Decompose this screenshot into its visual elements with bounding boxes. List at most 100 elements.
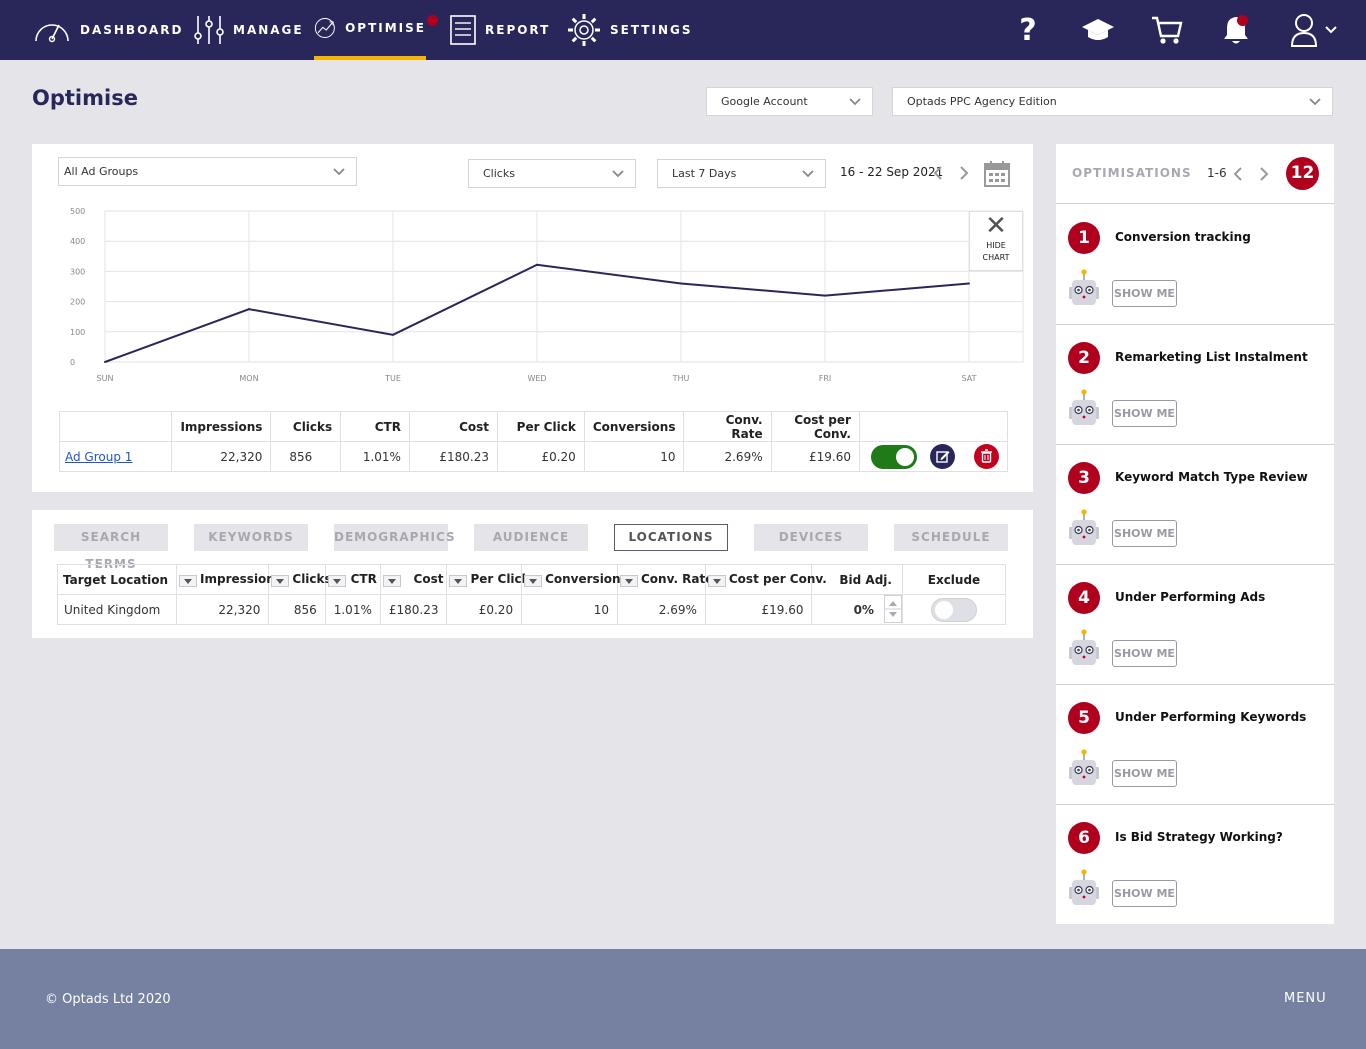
sort-dropdown[interactable] — [707, 575, 726, 587]
sort-dropdown[interactable] — [271, 575, 290, 587]
show-me-button[interactable]: SHOW ME — [1112, 400, 1177, 427]
y-tick-label: 300 — [70, 267, 85, 276]
tab-devices[interactable]: DEVICES — [754, 524, 868, 551]
y-tick-label: 200 — [70, 298, 85, 307]
optimisation-title: Remarketing List Instalment — [1115, 350, 1308, 364]
column-header: Conv. Rate — [617, 564, 713, 595]
column-header: Clicks — [270, 411, 342, 442]
cart-icon[interactable] — [1150, 10, 1184, 50]
sort-dropdown[interactable] — [179, 575, 198, 587]
robot-icon — [1066, 628, 1102, 672]
sort-dropdown[interactable] — [327, 575, 346, 587]
bid-adj-value: 0% — [853, 602, 874, 617]
cost-cell: £180.23 — [408, 441, 499, 472]
x-tick-label: WED — [527, 374, 546, 383]
tab-demographics[interactable]: DEMOGRAPHICS — [334, 524, 455, 551]
nav-settings[interactable]: SETTINGS — [566, 0, 693, 60]
select-value: Optads PPC Agency Edition — [907, 95, 1057, 108]
nav-report[interactable]: REPORT — [449, 0, 550, 60]
sort-dropdown[interactable] — [382, 575, 401, 587]
trend-chart-icon — [314, 18, 335, 38]
help-icon[interactable]: ? — [1019, 12, 1037, 48]
data-point — [104, 361, 106, 363]
cost-cell: £180.23 — [379, 594, 448, 625]
tab-keywords[interactable]: KEYWORDS — [194, 524, 308, 551]
sort-dropdown[interactable] — [449, 575, 468, 587]
hide-chart-label: HIDE — [986, 241, 1006, 250]
clicks-cell: 856 — [268, 594, 326, 625]
edition-select[interactable]: Optads PPC Agency Edition — [892, 87, 1333, 116]
optimisation-number-badge: 6 — [1068, 822, 1100, 854]
sort-dropdown[interactable] — [524, 575, 543, 587]
bid-adj-stepper[interactable] — [883, 595, 902, 623]
actions-cell — [858, 441, 1009, 472]
clicks-line-chart: 0 100 200 300 400 500 SUN MON TUE WED THU FRI SAT — [70, 207, 1024, 383]
optimisation-title: Conversion tracking — [1115, 230, 1251, 244]
data-point — [680, 282, 682, 285]
y-tick-label: 0 — [70, 358, 75, 367]
show-me-button[interactable]: SHOW ME — [1112, 280, 1177, 307]
delete-button[interactable] — [973, 444, 999, 469]
ad-group-select[interactable]: All Ad Groups — [58, 157, 357, 186]
period-select[interactable]: Last 7 Days — [657, 159, 826, 188]
show-me-button[interactable]: SHOW ME — [1112, 760, 1177, 787]
optimisation-number-badge: 1 — [1068, 222, 1100, 254]
table-header-row: Impressions Clicks CTR Cost Per Click Co… — [58, 411, 1009, 442]
show-me-button[interactable]: SHOW ME — [1112, 880, 1177, 907]
chevron-left-icon[interactable] — [1231, 166, 1245, 182]
chevron-down-icon — [1325, 26, 1337, 34]
chevron-left-icon[interactable] — [931, 165, 945, 181]
exclude-toggle[interactable] — [930, 597, 977, 622]
chevron-down-icon — [802, 169, 814, 177]
show-me-button[interactable]: SHOW ME — [1112, 640, 1177, 667]
bid-adjustment-field[interactable]: 0% — [811, 594, 903, 625]
nav-optimise[interactable]: OPTIMISE — [314, 0, 426, 60]
show-me-button[interactable]: SHOW ME — [1112, 520, 1177, 547]
nav-manage[interactable]: MANAGE — [193, 0, 304, 60]
optimisations-count-badge: 12 — [1286, 157, 1319, 190]
user-menu[interactable] — [1286, 10, 1342, 50]
footer-menu-link[interactable]: MENU — [1284, 991, 1327, 1006]
ctr-cell: 1.01% — [340, 441, 410, 472]
nav-dashboard[interactable]: DASHBOARD — [32, 0, 183, 60]
calendar-icon[interactable] — [984, 160, 1010, 187]
per-click-cell: £0.20 — [446, 594, 523, 625]
table-row: United Kingdom 22,320 856 1.01% £180.23 … — [56, 594, 1007, 625]
chevron-right-icon[interactable] — [1257, 166, 1271, 182]
tab-schedule[interactable]: SCHEDULE — [894, 524, 1008, 551]
tab-locations[interactable]: LOCATIONS — [614, 524, 728, 551]
conv-rate-cell: 2.69% — [617, 594, 706, 625]
ad-group-enabled-toggle[interactable] — [870, 444, 917, 469]
chevron-right-icon[interactable] — [957, 165, 971, 181]
ad-group-link[interactable]: Ad Group 1 — [65, 449, 133, 464]
hide-chart-button[interactable]: ✕ HIDE CHART — [969, 211, 1023, 271]
optimisation-number-badge: 4 — [1068, 582, 1100, 614]
ad-group-cell: Ad Group 1 — [58, 441, 173, 472]
robot-icon — [1066, 508, 1102, 552]
data-point — [824, 294, 826, 297]
graduation-cap-icon[interactable] — [1080, 10, 1116, 50]
x-tick-label: SAT — [962, 374, 977, 383]
metric-select[interactable]: Clicks — [468, 159, 636, 188]
column-header: Conversions — [583, 411, 685, 442]
x-tick-label: FRI — [819, 374, 832, 383]
footer: © Optads Ltd 2020 MENU — [0, 949, 1366, 1049]
column-header: Cost — [379, 564, 448, 595]
x-tick-label: TUE — [384, 374, 401, 383]
notification-dot — [1237, 15, 1248, 26]
document-icon — [450, 15, 476, 45]
tab-audience[interactable]: AUDIENCE — [474, 524, 588, 551]
location-cell: United Kingdom — [56, 594, 178, 625]
optimisations-title: OPTIMISATIONS — [1072, 166, 1192, 180]
column-header: CTR — [340, 411, 410, 442]
robot-icon — [1066, 748, 1102, 792]
nav-label: REPORT — [485, 23, 551, 37]
column-header: Cost — [408, 411, 499, 442]
edit-button[interactable] — [929, 444, 955, 469]
optimisation-number-badge: 2 — [1068, 342, 1100, 374]
tab-search-terms[interactable]: SEARCH TERMS — [54, 524, 168, 571]
cost-per-conv-cell: £19.60 — [770, 441, 860, 472]
sort-dropdown[interactable] — [620, 575, 638, 587]
account-select[interactable]: Google Account — [706, 87, 873, 116]
data-point — [248, 308, 250, 311]
